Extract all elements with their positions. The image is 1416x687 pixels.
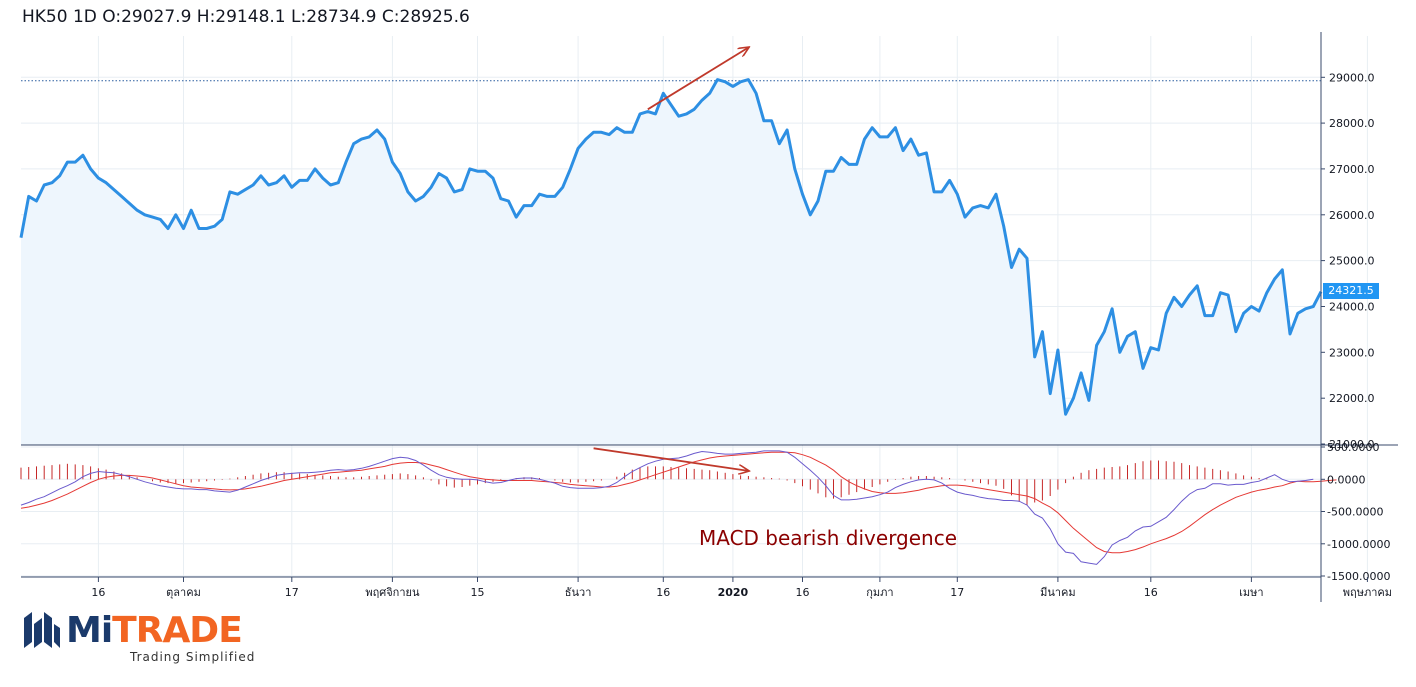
price-area-fill bbox=[21, 79, 1321, 444]
macd-downtrend-arrow bbox=[593, 447, 749, 471]
x-tick-label: เมษา bbox=[1239, 586, 1263, 599]
logo-wordmark: MiTRADE bbox=[66, 610, 243, 651]
y-tick-label: 24000.0 bbox=[1329, 301, 1375, 314]
logo-mi: Mi bbox=[66, 610, 113, 651]
x-tick-label: กุมภา bbox=[866, 586, 893, 599]
y-tick-label: 28000.0 bbox=[1329, 117, 1375, 130]
macd-y-tick-label: 500.0000 bbox=[1327, 441, 1380, 454]
x-tick-label: ธันวา bbox=[565, 586, 592, 599]
x-tick-label: 16 bbox=[796, 586, 810, 599]
y-tick-label: 26000.0 bbox=[1329, 209, 1375, 222]
signal-line bbox=[20, 451, 1337, 554]
x-tick-label: 2020 bbox=[718, 586, 749, 599]
x-tick-label: 16 bbox=[656, 586, 670, 599]
logo-trade: TRADE bbox=[112, 610, 243, 651]
y-tick-label: 23000.0 bbox=[1329, 346, 1375, 359]
price-pane bbox=[19, 48, 1323, 444]
mitrade-logo: MiTRADE Trading Simplified bbox=[22, 606, 262, 670]
price-uptrend-arrow bbox=[647, 48, 749, 111]
y-tick-label: 27000.0 bbox=[1329, 163, 1375, 176]
x-tick-label: ตุลาคม bbox=[166, 586, 201, 599]
x-tick-label: 16 bbox=[91, 586, 105, 599]
mitrade-logo-mark-icon bbox=[24, 612, 60, 648]
macd-pane bbox=[20, 447, 1337, 565]
y-tick-label: 29000.0 bbox=[1329, 71, 1375, 84]
chart-title: HK50 1D O:29027.9 H:29148.1 L:28734.9 C:… bbox=[22, 7, 470, 27]
macd-y-tick-label: -500.0000 bbox=[1327, 506, 1383, 519]
x-tick-label: 17 bbox=[950, 586, 964, 599]
macd-y-tick-label: -1000.0000 bbox=[1327, 538, 1390, 551]
x-tick-label: 16 bbox=[1144, 586, 1158, 599]
x-tick-label: พฤษภาคม bbox=[1343, 586, 1392, 599]
last-price-tag: 24321.5 bbox=[1323, 283, 1379, 299]
macd-divergence-annotation: MACD bearish divergence bbox=[699, 526, 958, 550]
logo-tagline: Trading Simplified bbox=[130, 650, 256, 664]
x-tick-label: พฤศจิกายน bbox=[365, 586, 420, 599]
x-tick-label: มีนาคม bbox=[1040, 586, 1076, 599]
macd-y-tick-label: 0.0000 bbox=[1327, 473, 1366, 486]
price-line bbox=[19, 78, 1323, 416]
axis-layer: 29000.0 28000.0 27000.0 26000.0 25000.0 24000… bbox=[21, 32, 1398, 602]
x-tick-label: 17 bbox=[285, 586, 299, 599]
x-tick-label: 15 bbox=[471, 586, 485, 599]
y-tick-label: 21000.0 bbox=[1329, 438, 1375, 451]
y-tick-label: 22000.0 bbox=[1329, 392, 1375, 405]
y-tick-label: 25000.0 bbox=[1329, 255, 1375, 268]
macd-y-tick-label: -1500.0000 bbox=[1327, 570, 1390, 583]
